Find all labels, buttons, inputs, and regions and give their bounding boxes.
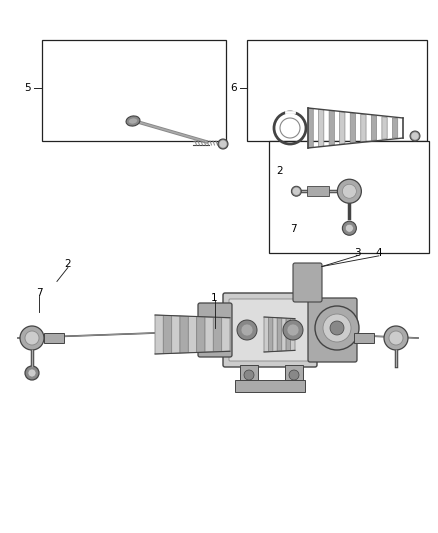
Text: 3: 3	[353, 248, 360, 258]
Circle shape	[323, 314, 351, 342]
FancyBboxPatch shape	[198, 303, 232, 357]
Circle shape	[287, 324, 299, 336]
Polygon shape	[172, 316, 180, 353]
Circle shape	[220, 141, 226, 147]
FancyBboxPatch shape	[308, 298, 357, 362]
Circle shape	[291, 186, 301, 196]
Bar	[307, 186, 329, 196]
Circle shape	[343, 221, 357, 235]
Text: 2: 2	[64, 259, 71, 269]
Text: 4: 4	[375, 248, 382, 258]
Polygon shape	[197, 317, 205, 352]
Circle shape	[25, 366, 39, 380]
Circle shape	[289, 370, 299, 380]
FancyBboxPatch shape	[293, 263, 322, 302]
FancyBboxPatch shape	[229, 299, 311, 361]
FancyBboxPatch shape	[223, 293, 317, 367]
Polygon shape	[308, 108, 313, 148]
Text: 7: 7	[36, 288, 43, 298]
Text: 6: 6	[230, 83, 237, 93]
Polygon shape	[180, 316, 188, 353]
Circle shape	[237, 320, 257, 340]
Circle shape	[315, 306, 359, 350]
Circle shape	[218, 139, 228, 149]
Text: 2: 2	[276, 166, 283, 175]
Polygon shape	[155, 315, 163, 354]
Bar	[44, 333, 64, 343]
Circle shape	[389, 331, 403, 345]
Polygon shape	[329, 110, 334, 146]
Bar	[42, 40, 226, 141]
Bar	[269, 141, 429, 253]
Polygon shape	[290, 319, 295, 350]
Polygon shape	[188, 317, 197, 353]
Polygon shape	[273, 318, 277, 351]
Polygon shape	[371, 116, 377, 141]
Polygon shape	[318, 109, 324, 147]
Circle shape	[330, 321, 344, 335]
Circle shape	[412, 133, 418, 139]
Ellipse shape	[126, 116, 140, 126]
Text: 5: 5	[24, 83, 31, 93]
Polygon shape	[392, 118, 398, 138]
Polygon shape	[286, 318, 290, 351]
Circle shape	[241, 324, 253, 336]
Polygon shape	[282, 318, 286, 351]
Bar	[247, 40, 427, 141]
Polygon shape	[264, 317, 268, 352]
Circle shape	[384, 326, 408, 350]
Circle shape	[293, 188, 299, 194]
Polygon shape	[382, 117, 387, 139]
Circle shape	[346, 224, 353, 232]
Polygon shape	[350, 113, 356, 143]
Circle shape	[410, 131, 420, 141]
Polygon shape	[213, 317, 222, 352]
Polygon shape	[268, 317, 273, 352]
Circle shape	[343, 184, 357, 198]
Polygon shape	[163, 316, 172, 354]
Circle shape	[20, 326, 44, 350]
Ellipse shape	[128, 118, 138, 124]
Text: 7: 7	[290, 224, 297, 234]
Polygon shape	[205, 317, 213, 352]
Polygon shape	[277, 318, 282, 351]
Circle shape	[244, 370, 254, 380]
Circle shape	[25, 331, 39, 345]
Circle shape	[337, 179, 361, 203]
Polygon shape	[361, 114, 366, 142]
Bar	[285, 365, 303, 380]
Polygon shape	[222, 318, 230, 351]
Polygon shape	[339, 112, 345, 144]
Bar	[354, 333, 374, 343]
Circle shape	[28, 369, 36, 377]
Bar	[235, 380, 305, 392]
Text: 1: 1	[211, 294, 218, 303]
Bar	[240, 365, 258, 380]
Circle shape	[283, 320, 303, 340]
